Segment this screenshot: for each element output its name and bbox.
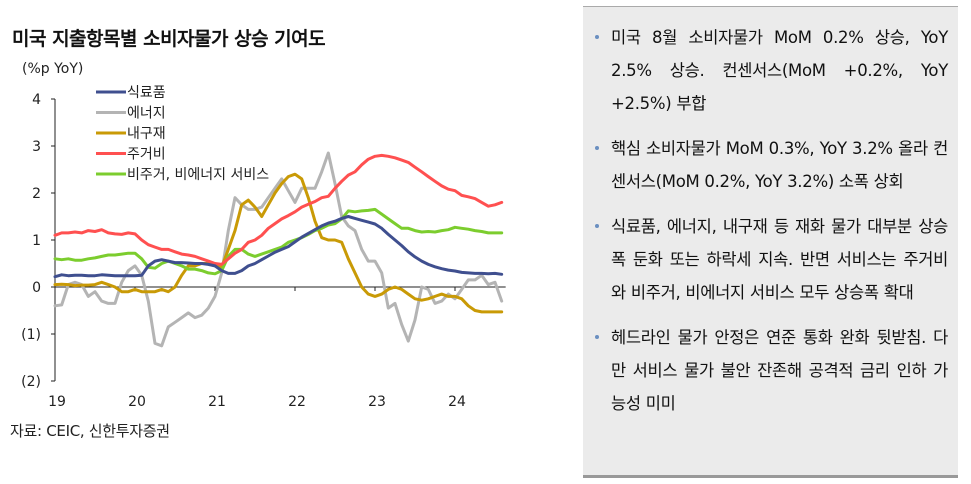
y-tick-label: 2 (32, 186, 41, 202)
y-tick-label: (2) (21, 374, 41, 390)
summary-bullet: 헤드라인 물가 안정은 연준 통화 완화 뒷받침. 다만 서비스 물가 불안 잔… (591, 321, 948, 420)
y-tick-label: 0 (32, 280, 41, 296)
series-line-2 (53, 172, 504, 314)
x-tick-label: 21 (208, 394, 226, 410)
bullet-text: 식료품, 에너지, 내구재 등 재화 물가 대부분 상승폭 둔화 또는 하락세 … (611, 217, 948, 302)
bullet-icon (595, 146, 599, 150)
bullet-icon (595, 35, 599, 39)
series-line-3 (53, 153, 504, 266)
y-tick-label: 3 (32, 139, 41, 155)
legend-label: 내구재 (127, 126, 166, 142)
bullet-text: 핵심 소비자물가 MoM 0.3%, YoY 3.2% 올라 컨센서스(MoM … (611, 139, 948, 191)
bullet-text: 헤드라인 물가 안정은 연준 통화 완화 뒷받침. 다만 서비스 물가 불안 잔… (611, 328, 948, 413)
x-tick-label: 24 (448, 394, 466, 410)
x-tick-label: 23 (368, 394, 386, 410)
legend-label: 주거비 (127, 147, 166, 163)
x-tick-label: 19 (48, 394, 66, 410)
summary-bullet: 식료품, 에너지, 내구재 등 재화 물가 대부분 상승폭 둔화 또는 하락세 … (591, 210, 948, 309)
bullet-icon (595, 335, 599, 339)
series-line-4 (53, 207, 504, 276)
series-lines (53, 151, 504, 348)
legend-label: 에너지 (127, 106, 166, 122)
y-axis-label: (%p YoY) (22, 61, 83, 77)
legend-label: 식료품 (127, 85, 166, 101)
x-tick-label: 22 (288, 394, 306, 410)
summary-bullet: 핵심 소비자물가 MoM 0.3%, YoY 3.2% 올라 컨센서스(MoM … (591, 132, 948, 198)
x-tick-label: 20 (128, 394, 146, 410)
series-line-0 (53, 215, 504, 279)
bullet-icon (595, 224, 599, 228)
y-tick-label: (1) (21, 327, 41, 343)
y-tick-label: 4 (32, 92, 41, 108)
source-note: 자료: CEIC, 신한투자증권 (10, 422, 170, 440)
chart-title: 미국 지출항목별 소비자물가 상승 기여도 (12, 28, 326, 50)
y-tick-label: 1 (32, 233, 41, 249)
summary-bullet: 미국 8월 소비자물가 MoM 0.2% 상승, YoY 2.5% 상승. 컨센… (591, 21, 948, 120)
bullet-text: 미국 8월 소비자물가 MoM 0.2% 상승, YoY 2.5% 상승. 컨센… (611, 28, 948, 113)
series-line-1 (53, 151, 504, 348)
summary-panel: 미국 8월 소비자물가 MoM 0.2% 상승, YoY 2.5% 상승. 컨센… (583, 6, 958, 478)
legend-label: 비주거, 비에너지 서비스 (127, 167, 269, 183)
